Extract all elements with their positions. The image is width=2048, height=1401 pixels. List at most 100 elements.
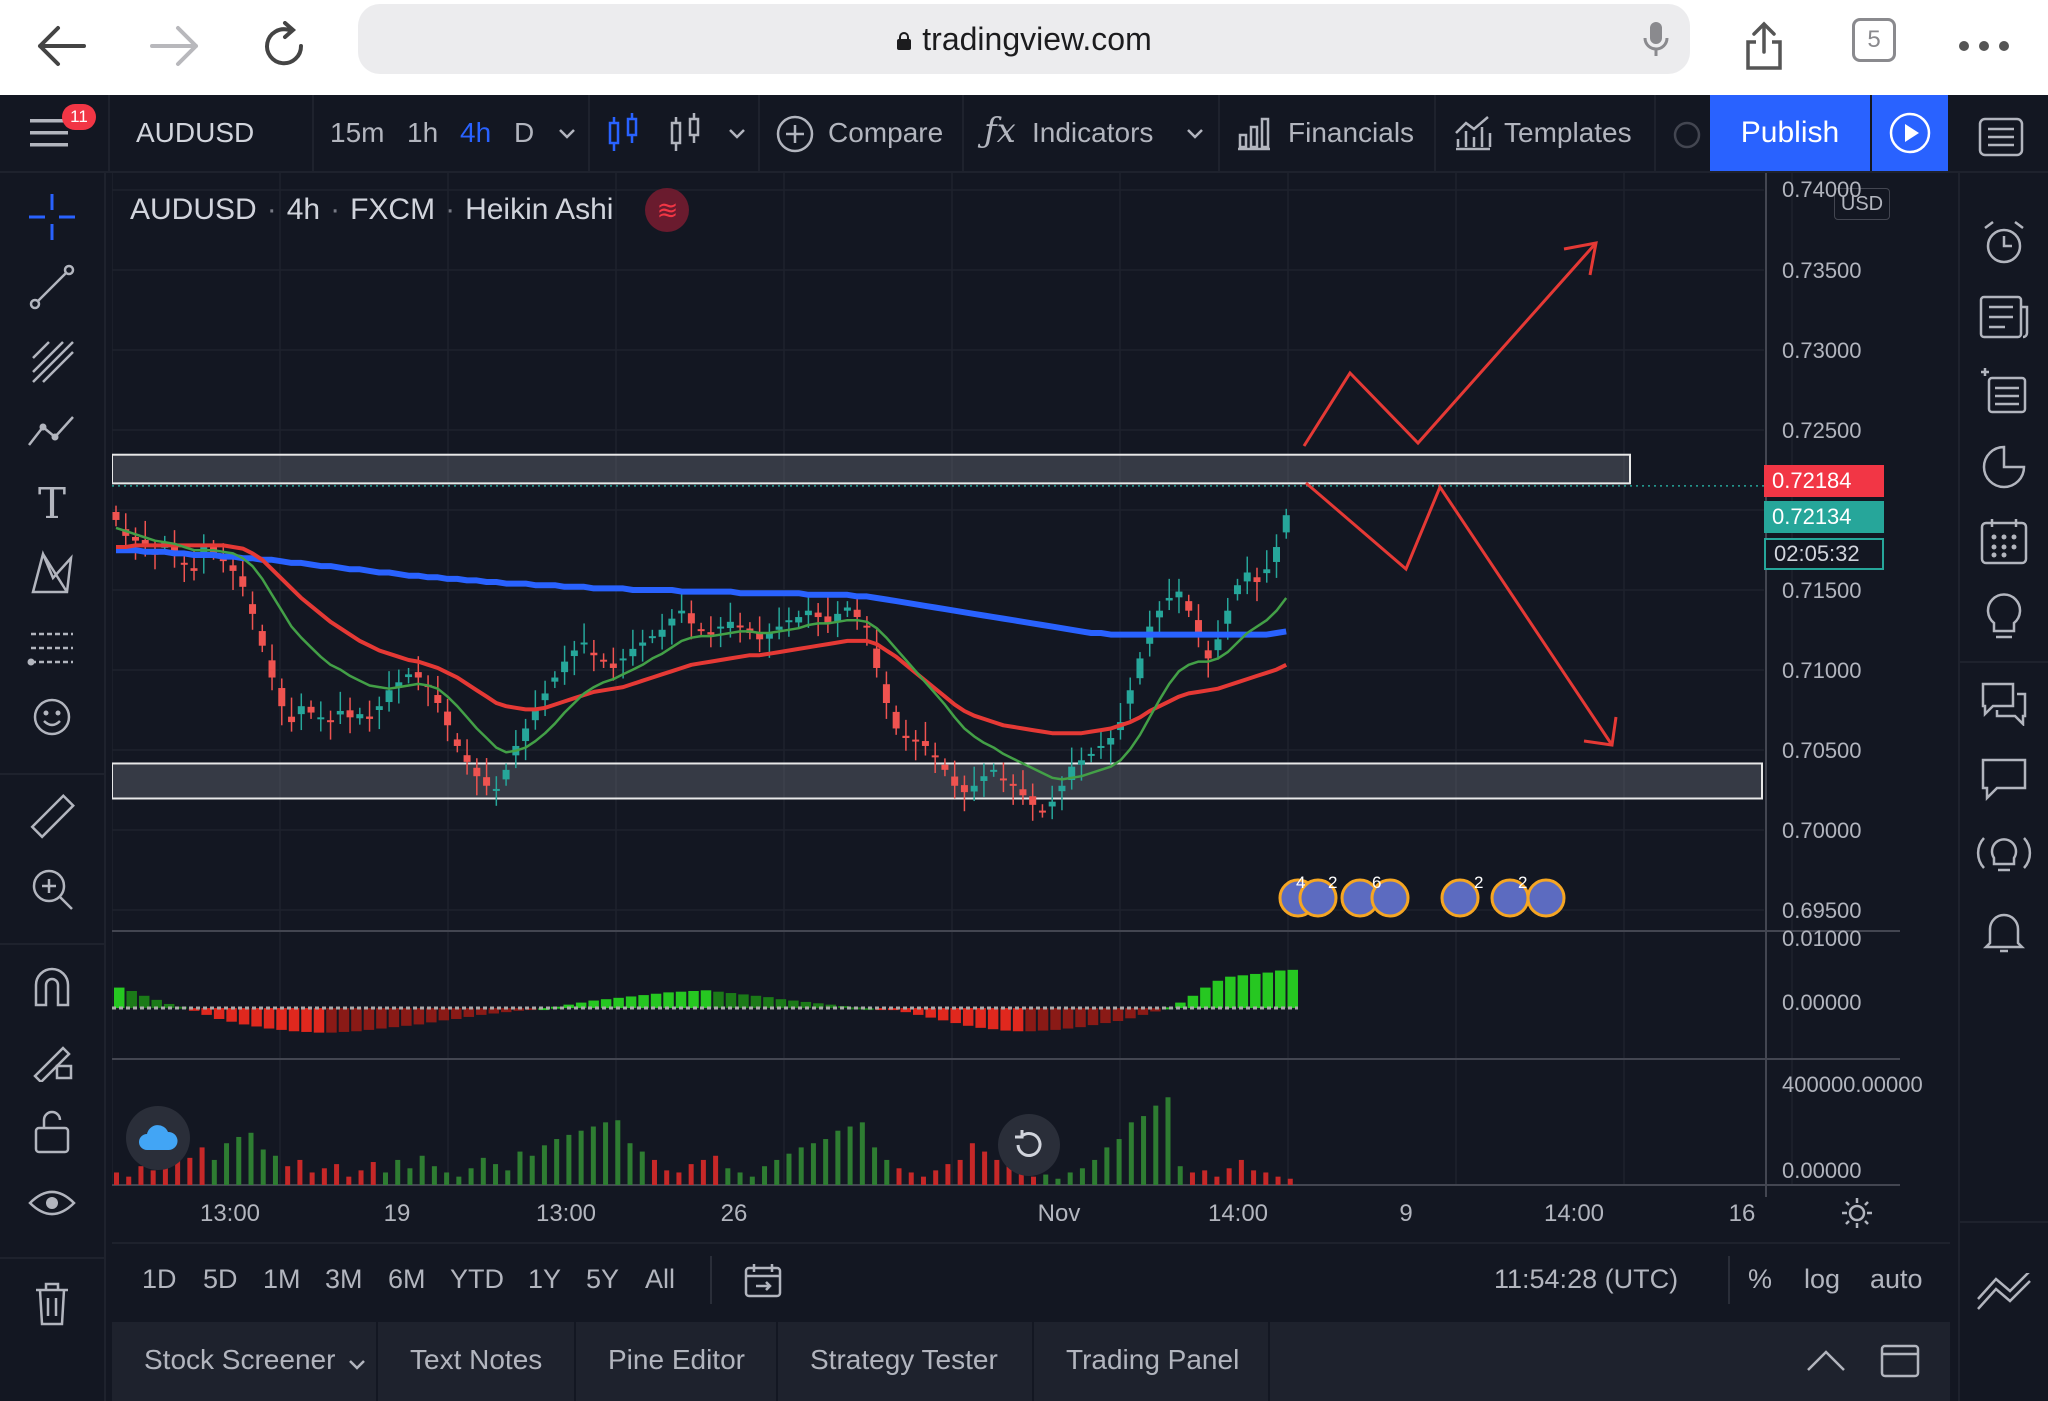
lock-drawing-icon[interactable] xyxy=(22,1029,82,1089)
fib-retracement-icon[interactable] xyxy=(22,331,82,391)
range-all[interactable]: All xyxy=(645,1264,676,1294)
time-tick: 9 xyxy=(1399,1200,1413,1227)
range-3m[interactable]: 3M xyxy=(325,1264,363,1294)
emoji-icon[interactable] xyxy=(22,687,82,747)
prediction-icon[interactable] xyxy=(22,617,82,677)
compare-button[interactable]: Compare xyxy=(828,117,944,148)
chevron-up-icon[interactable] xyxy=(1806,1350,1846,1377)
replay-play-button[interactable] xyxy=(1872,95,1948,171)
url-bar[interactable]: tradingview.com xyxy=(358,4,1690,74)
tabs-button[interactable]: 5 xyxy=(1852,18,1896,62)
range-1y[interactable]: 1Y xyxy=(528,1264,562,1294)
bar-style-icon[interactable] xyxy=(668,113,702,160)
hotlist-icon[interactable] xyxy=(1974,437,2034,497)
goto-date-icon[interactable] xyxy=(744,1262,782,1303)
share-icon[interactable] xyxy=(1732,14,1796,78)
range-1d[interactable]: 1D xyxy=(142,1264,177,1294)
settings-gear-icon[interactable] xyxy=(1840,1196,1874,1235)
unlock-icon[interactable] xyxy=(22,1101,82,1161)
interval-d[interactable]: D xyxy=(514,117,535,148)
xabcd-pattern-icon[interactable] xyxy=(22,543,82,603)
tab-text-notes[interactable]: Text Notes xyxy=(410,1344,543,1375)
collapse-panel-icon[interactable] xyxy=(1974,1263,2034,1323)
tab-pine-editor[interactable]: Pine Editor xyxy=(608,1344,745,1375)
pattern-icon[interactable] xyxy=(22,401,82,461)
range-5y[interactable]: 5Y xyxy=(586,1264,620,1294)
reload-icon[interactable] xyxy=(252,14,316,78)
interval-15m[interactable]: 15m xyxy=(330,117,385,148)
alert-clock-icon[interactable] xyxy=(1672,117,1702,156)
eye-icon[interactable] xyxy=(22,1173,82,1233)
back-icon[interactable] xyxy=(30,14,94,78)
event-count[interactable]: 4 xyxy=(1296,873,1306,892)
watchlist-icon[interactable] xyxy=(1978,117,2024,162)
macd-bar xyxy=(488,1008,500,1014)
reset-chart-icon[interactable] xyxy=(998,1114,1060,1176)
range-5d[interactable]: 5D xyxy=(203,1264,238,1294)
zoom-in-icon[interactable] xyxy=(22,859,82,919)
templates-button[interactable]: Templates xyxy=(1504,117,1632,148)
interval-1h[interactable]: 1h xyxy=(407,117,439,148)
macd-bar xyxy=(163,1003,175,1009)
menu-icon[interactable] xyxy=(30,115,70,156)
indicator-wave-icon[interactable]: ≋ xyxy=(645,188,690,232)
trash-icon[interactable] xyxy=(22,1273,82,1333)
maximize-panel-icon[interactable] xyxy=(1880,1344,1920,1383)
range-1m[interactable]: 1M xyxy=(263,1264,301,1294)
chevron-down-icon[interactable] xyxy=(348,1358,366,1376)
volume-bar xyxy=(688,1164,694,1185)
publish-button[interactable]: Publish xyxy=(1710,95,1870,171)
financials-icon[interactable] xyxy=(1236,115,1272,156)
text-tool-icon[interactable]: T xyxy=(37,478,66,528)
candle-body xyxy=(551,677,559,682)
crosshair-icon[interactable] xyxy=(22,187,82,247)
function-icon[interactable]: ƒx xyxy=(984,111,1016,151)
calendar-icon[interactable] xyxy=(1974,511,2034,571)
chevron-down-icon[interactable] xyxy=(728,127,746,145)
volume-tick: 0.00000 xyxy=(1782,1158,1862,1183)
notifications-bell-icon[interactable] xyxy=(1974,901,2034,961)
chevron-down-icon[interactable] xyxy=(1186,127,1204,145)
templates-icon[interactable] xyxy=(1454,115,1492,156)
log-scale-toggle[interactable]: log xyxy=(1804,1264,1841,1294)
symbol-search[interactable]: AUDUSD xyxy=(136,117,255,148)
streams-icon[interactable] xyxy=(1974,823,2034,883)
alarm-clock-icon[interactable] xyxy=(1974,213,2034,273)
ideas-lightbulb-icon[interactable] xyxy=(1974,587,2034,647)
candles-icon[interactable] xyxy=(606,113,640,160)
time-tick: 16 xyxy=(1728,1200,1756,1227)
utc-clock[interactable]: 11:54:28 (UTC) xyxy=(1494,1264,1679,1294)
macd-bar xyxy=(1037,1008,1049,1031)
range-6m[interactable]: 6M xyxy=(388,1264,426,1294)
auto-scale-toggle[interactable]: auto xyxy=(1870,1264,1923,1294)
forward-icon[interactable] xyxy=(142,14,206,78)
interval-4h[interactable]: 4h xyxy=(460,117,492,148)
event-count[interactable]: 2 xyxy=(1328,873,1338,892)
event-count[interactable]: 2 xyxy=(1518,873,1528,892)
compare-plus-icon[interactable] xyxy=(776,115,814,158)
trend-line-icon[interactable] xyxy=(22,257,82,317)
chat-icon[interactable] xyxy=(1974,749,2034,809)
data-window-icon[interactable] xyxy=(1974,361,2034,421)
chats-icon[interactable] xyxy=(1974,673,2034,733)
event-count[interactable]: 2 xyxy=(1474,873,1484,892)
percent-scale-toggle[interactable]: % xyxy=(1748,1264,1773,1294)
candle-body xyxy=(756,632,764,640)
tab-stock-screener[interactable]: Stock Screener xyxy=(144,1344,336,1375)
chevron-down-icon[interactable] xyxy=(558,127,576,145)
magnet-icon[interactable] xyxy=(22,957,82,1017)
microphone-icon[interactable] xyxy=(1642,20,1670,60)
volume-bar xyxy=(1141,1116,1147,1185)
tab-trading-panel[interactable]: Trading Panel xyxy=(1066,1344,1240,1375)
news-icon[interactable] xyxy=(1974,287,2034,347)
currency-tag[interactable]: USD xyxy=(1834,188,1890,220)
indicators-button[interactable]: Indicators xyxy=(1032,117,1154,148)
ruler-icon[interactable] xyxy=(22,787,82,847)
price-chart[interactable] xyxy=(112,173,1950,1197)
tab-strategy-tester[interactable]: Strategy Tester xyxy=(810,1344,998,1375)
cloud-save-icon[interactable] xyxy=(126,1106,190,1170)
event-count[interactable]: 6 xyxy=(1372,873,1382,892)
more-icon[interactable] xyxy=(1952,14,2016,78)
financials-button[interactable]: Financials xyxy=(1288,117,1415,148)
range-ytd[interactable]: YTD xyxy=(450,1264,504,1294)
